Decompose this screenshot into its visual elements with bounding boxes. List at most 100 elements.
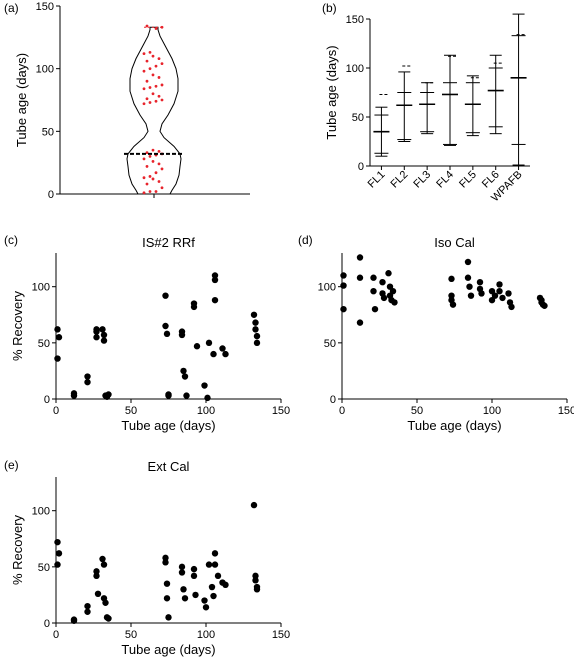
violin-outline: [126, 26, 182, 195]
data-point: [370, 274, 377, 281]
panel-label: (c): [4, 233, 18, 247]
violin-point: [145, 165, 149, 168]
data-point: [201, 382, 208, 389]
data-point: [183, 392, 190, 399]
data-point: [222, 581, 229, 589]
violin-point: [151, 160, 155, 163]
violin-point: [154, 190, 158, 193]
data-point: [202, 604, 210, 611]
x-tick-label: 50: [125, 629, 137, 641]
data-point: [340, 282, 347, 289]
x-tick-label: 0: [53, 629, 59, 641]
data-point: [208, 583, 216, 591]
y-tick-label: 100: [32, 282, 50, 294]
data-point: [163, 330, 171, 338]
y-tick-label: 0: [44, 394, 50, 406]
violin-point: [154, 84, 158, 88]
data-point: [252, 577, 259, 584]
data-point: [204, 394, 211, 402]
data-point: [389, 287, 397, 295]
y-tick-label: 50: [38, 338, 50, 350]
violin-point: [142, 69, 146, 73]
violin-point: [154, 64, 158, 68]
data-point: [250, 501, 258, 509]
data-point: [190, 303, 198, 311]
violin-point: [157, 76, 161, 79]
data-point: [211, 276, 219, 284]
violin-point: [148, 50, 152, 54]
data-point: [252, 319, 259, 326]
data-point: [491, 292, 499, 299]
data-point: [253, 586, 261, 593]
data-point: [94, 590, 102, 597]
data-point: [178, 331, 186, 339]
violin-point: [145, 182, 149, 186]
data-point: [93, 572, 100, 580]
data-point: [210, 592, 217, 600]
data-point: [488, 287, 496, 295]
data-point: [84, 373, 91, 380]
violin-point: [160, 62, 164, 66]
box-FL4: FL4: [434, 54, 458, 191]
panel-c: (c) IS#2 RRf 0 50 100 % Recovery 0 50 100 150 Tube…: [4, 233, 290, 433]
panel-label: (e): [4, 458, 19, 472]
y-tick-label: 0: [44, 618, 50, 630]
data-point: [162, 322, 169, 330]
box-FL5: FL5: [457, 75, 481, 191]
data-point: [253, 339, 261, 347]
data-point: [54, 561, 61, 568]
data-point: [499, 294, 506, 302]
data-point: [178, 563, 186, 571]
data-point: [99, 326, 106, 333]
data-point: [541, 302, 548, 309]
data-point: [356, 319, 364, 326]
chart-title: Ext Cal: [148, 459, 190, 474]
data-point: [180, 367, 187, 375]
data-point: [356, 274, 364, 281]
y-tick-label: 0: [358, 161, 364, 173]
y-tick-label: 100: [36, 64, 54, 76]
x-tick-label: 50: [411, 405, 423, 417]
y-tick-label: 100: [318, 282, 336, 294]
box-FL3: FL3: [411, 82, 436, 191]
data-point: [340, 305, 347, 313]
y-tick-label: 0: [48, 189, 54, 201]
violin-point: [157, 57, 161, 61]
violin-point: [148, 175, 152, 178]
data-point: [55, 334, 63, 341]
data-point: [464, 274, 472, 281]
violin-point: [157, 94, 161, 98]
data-point: [100, 337, 108, 344]
violin-point: [142, 102, 146, 106]
x-tick-label: 150: [272, 405, 290, 417]
violin-point: [157, 162, 161, 166]
data-point: [93, 568, 100, 575]
data-point: [476, 279, 484, 286]
violin-point: [151, 73, 155, 77]
data-point: [467, 292, 475, 299]
violin-point: [160, 83, 164, 87]
data-point: [211, 550, 219, 557]
y-tick-label: 150: [346, 14, 364, 26]
violin-point: [157, 149, 161, 153]
box-FL1: FL1: [366, 93, 390, 191]
x-axis-label: Tube age (days): [121, 418, 215, 433]
violin-point: [154, 99, 158, 103]
data-point: [93, 328, 100, 335]
data-point: [180, 586, 187, 593]
data-point: [181, 595, 189, 602]
panel-label: (d): [298, 233, 313, 247]
y-axis-label: Tube age (days): [324, 45, 339, 139]
data-point: [252, 572, 259, 580]
data-point: [93, 334, 100, 341]
violin-point: [145, 59, 149, 63]
violin-point: [142, 157, 146, 161]
y-tick-label: 100: [32, 506, 50, 518]
data-point: [84, 608, 91, 615]
data-point: [165, 614, 172, 621]
data-point: [370, 287, 377, 295]
data-point: [102, 599, 109, 606]
data-point: [219, 345, 226, 352]
violin-point: [151, 54, 155, 58]
y-axis-label: % Recovery: [10, 514, 25, 585]
